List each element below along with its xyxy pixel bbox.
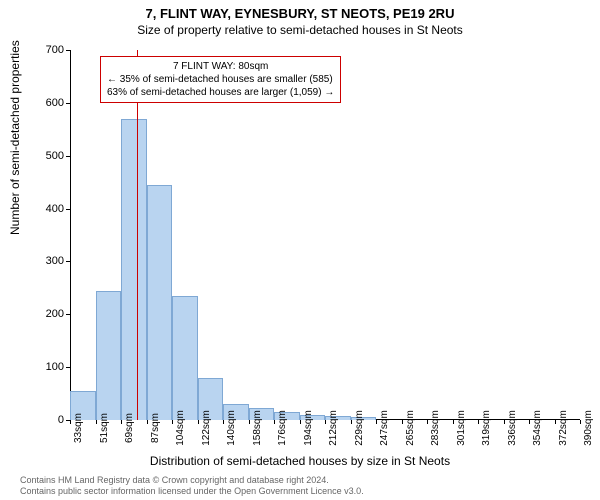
x-tick-mark [70, 420, 71, 424]
x-tick-label: 122sqm [201, 410, 212, 446]
x-tick-label: 33sqm [73, 413, 84, 443]
legend-larger: 63% of semi-detached houses are larger (… [107, 86, 334, 99]
x-tick-mark [147, 420, 148, 424]
x-tick-mark [580, 420, 581, 424]
x-tick-mark [351, 420, 352, 424]
x-axis-label: Distribution of semi-detached houses by … [0, 454, 600, 468]
chart-container: 7, FLINT WAY, EYNESBURY, ST NEOTS, PE19 … [0, 0, 600, 500]
histogram-bar [121, 119, 147, 420]
x-tick-mark [96, 420, 97, 424]
x-tick-label: 283sqm [430, 410, 441, 446]
histogram-bar [147, 185, 173, 420]
x-tick-mark [529, 420, 530, 424]
x-tick-label: 336sqm [507, 410, 518, 446]
x-tick-label: 354sqm [532, 410, 543, 446]
footer-line1: Contains HM Land Registry data © Crown c… [20, 475, 580, 486]
x-tick-mark [376, 420, 377, 424]
footer: Contains HM Land Registry data © Crown c… [20, 475, 580, 497]
x-tick-label: 51sqm [99, 413, 110, 443]
chart-subtitle: Size of property relative to semi-detach… [0, 21, 600, 37]
y-axis-label: Number of semi-detached properties [8, 40, 22, 235]
x-tick-label: 140sqm [226, 410, 237, 446]
x-tick-label: 229sqm [354, 410, 365, 446]
x-tick-mark [274, 420, 275, 424]
x-tick-mark [504, 420, 505, 424]
y-tick-mark [66, 314, 70, 315]
x-tick-mark [223, 420, 224, 424]
x-tick-mark [427, 420, 428, 424]
x-tick-label: 390sqm [583, 410, 594, 446]
x-tick-mark [478, 420, 479, 424]
x-tick-mark [453, 420, 454, 424]
x-tick-mark [198, 420, 199, 424]
x-tick-label: 265sqm [405, 410, 416, 446]
x-tick-mark [249, 420, 250, 424]
y-tick-mark [66, 367, 70, 368]
histogram-bar [172, 296, 198, 420]
y-tick-mark [66, 261, 70, 262]
y-tick-mark [66, 156, 70, 157]
x-tick-label: 247sqm [379, 410, 390, 446]
x-tick-label: 372sqm [558, 410, 569, 446]
y-tick-mark [66, 50, 70, 51]
x-tick-label: 194sqm [303, 410, 314, 446]
chart-title: 7, FLINT WAY, EYNESBURY, ST NEOTS, PE19 … [0, 0, 600, 21]
y-tick-mark [66, 209, 70, 210]
y-tick-mark [66, 103, 70, 104]
x-tick-label: 212sqm [328, 410, 339, 446]
y-axis-line [70, 50, 71, 420]
x-tick-mark [121, 420, 122, 424]
legend-title: 7 FLINT WAY: 80sqm [107, 60, 334, 73]
x-tick-label: 301sqm [456, 410, 467, 446]
x-tick-label: 69sqm [124, 413, 135, 443]
x-tick-mark [172, 420, 173, 424]
x-tick-label: 158sqm [252, 410, 263, 446]
plot-area: 7 FLINT WAY: 80sqm ← 35% of semi-detache… [70, 50, 580, 420]
property-marker-line [137, 50, 138, 420]
x-tick-mark [325, 420, 326, 424]
x-tick-label: 104sqm [175, 410, 186, 446]
histogram-bar [96, 291, 122, 421]
x-tick-label: 176sqm [277, 410, 288, 446]
x-tick-mark [555, 420, 556, 424]
x-tick-mark [300, 420, 301, 424]
x-tick-label: 319sqm [481, 410, 492, 446]
legend-smaller: ← 35% of semi-detached houses are smalle… [107, 73, 334, 86]
x-tick-mark [402, 420, 403, 424]
footer-line2: Contains public sector information licen… [20, 486, 580, 497]
x-tick-label: 87sqm [150, 413, 161, 443]
legend-box: 7 FLINT WAY: 80sqm ← 35% of semi-detache… [100, 56, 341, 103]
